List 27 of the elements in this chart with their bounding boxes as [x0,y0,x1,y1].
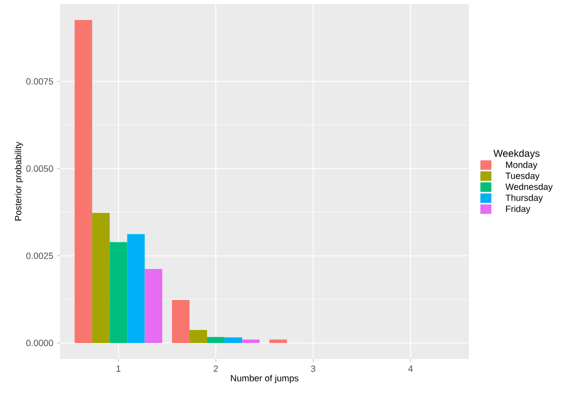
y-axis-title: Posterior probability [14,142,24,221]
bar [224,337,242,343]
bar [110,242,128,343]
x-tick-label: 3 [311,366,316,372]
legend-label: Wednesday [505,183,553,192]
y-tick-label: 0.0000 [26,340,54,346]
legend-label: Tuesday [506,172,540,181]
x-tick-label: 2 [214,366,218,372]
legend-title: Weekdays [493,150,540,159]
bar [92,212,110,343]
y-tick-label: 0.0075 [26,78,54,85]
bar [269,339,287,343]
y-tick-label: 0.0050 [26,165,54,172]
x-tick-label: 4 [408,366,413,372]
bar [242,339,260,343]
bar [190,330,208,343]
x-axis-title: Number of jumps [230,374,298,384]
x-tick-label: 1 [116,366,120,372]
legend-label: Friday [506,205,530,214]
bar [207,337,225,343]
bar [127,234,145,343]
bar [74,20,92,343]
bar [144,269,162,343]
bar [172,300,190,343]
legend-label: Monday [506,161,538,170]
y-tick-label: 0.0025 [26,252,54,259]
legend-label: Thursday [506,194,543,203]
